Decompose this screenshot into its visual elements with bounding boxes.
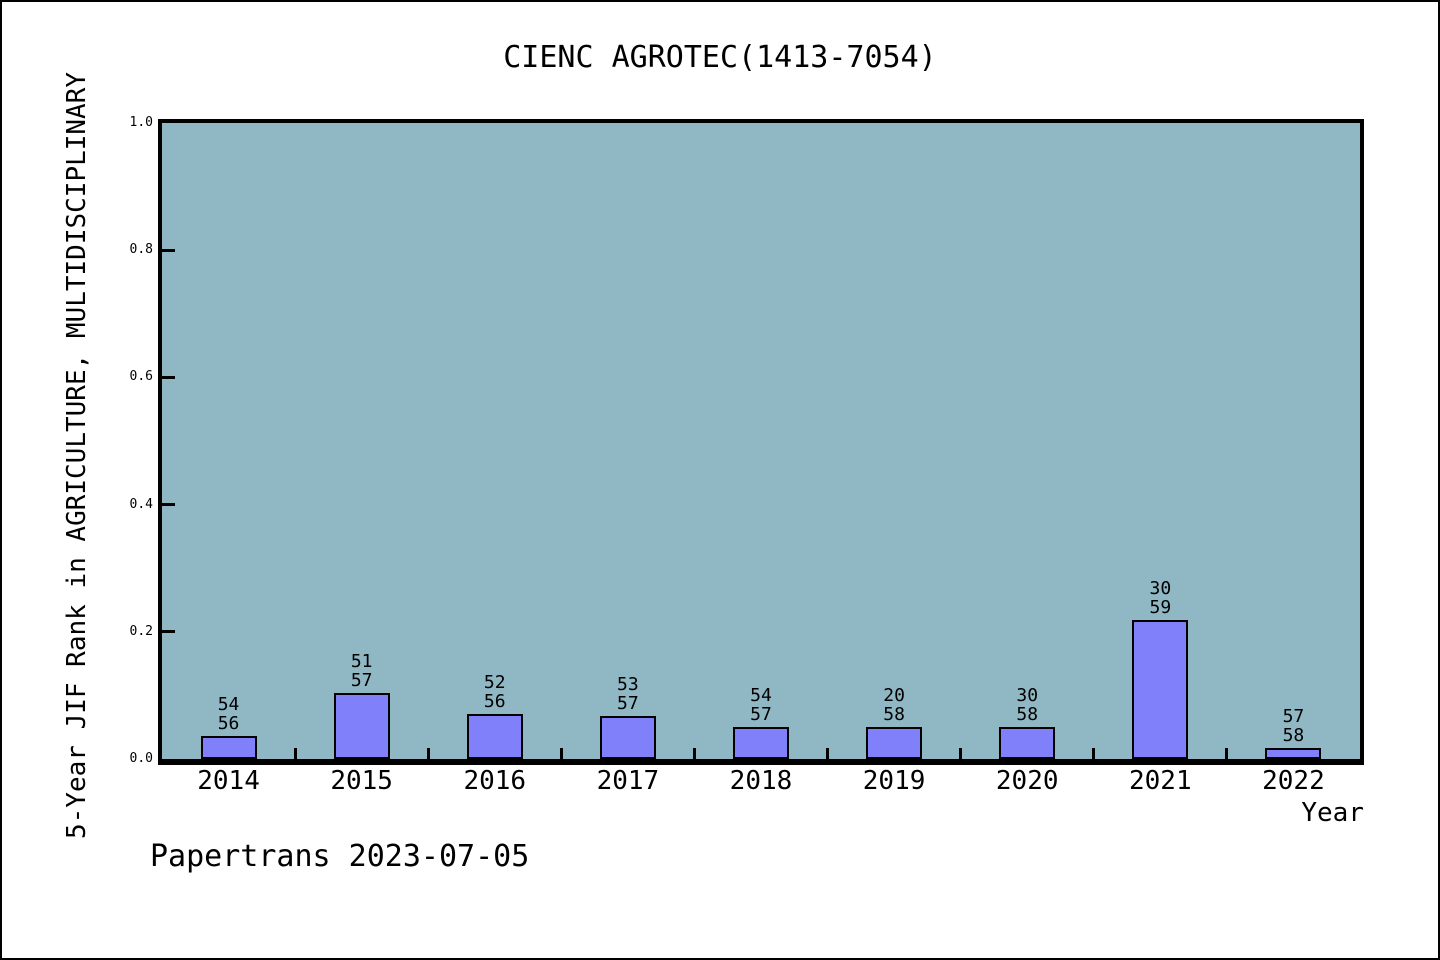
- bar-rank-value: 52: [483, 672, 506, 693]
- bar-total-value: 57: [750, 704, 772, 725]
- bar-2014: [200, 736, 257, 759]
- bar-rank-value: 53: [617, 674, 639, 695]
- bar-rank-value: 30: [1149, 578, 1172, 599]
- bar-total-value: 58: [1016, 704, 1039, 725]
- y-tick-mark: [162, 375, 175, 379]
- x-tick-label-2014: 2014: [197, 766, 260, 796]
- y-tick-label-0.2: 0.2: [129, 623, 153, 639]
- bar-value-label-2018: 54 57: [721, 686, 801, 724]
- x-tick-label-2016: 2016: [463, 766, 527, 796]
- bar-rank-value: 30: [1016, 685, 1039, 706]
- y-tick-label-0.4: 0.4: [129, 496, 153, 512]
- x-minor-tick: [1092, 748, 1096, 759]
- x-axis-title: Year: [1301, 798, 1364, 828]
- bar-2017: [599, 716, 656, 759]
- y-axis-label: 5-Year JIF Rank in AGRICULTURE, MULTIDIS…: [62, 71, 92, 839]
- bar-2021: [1132, 620, 1189, 759]
- bar-value-label-2017: 53 57: [588, 675, 668, 713]
- bar-2022: [1265, 748, 1322, 759]
- bar-2019: [866, 727, 923, 759]
- y-tick-mark: [162, 503, 175, 507]
- bar-2020: [999, 727, 1056, 759]
- x-minor-tick: [426, 748, 430, 759]
- footer-watermark: Papertrans 2023-07-05: [150, 839, 530, 874]
- x-tick-label-2022: 2022: [1262, 766, 1325, 796]
- bar-value-label-2016: 52 56: [455, 673, 535, 711]
- bar-total-value: 56: [483, 691, 506, 712]
- bar-total-value: 56: [217, 713, 240, 734]
- x-minor-tick: [1225, 748, 1229, 759]
- x-tick-label-2017: 2017: [596, 766, 660, 796]
- bar-rank-value: 54: [750, 685, 772, 706]
- bar-rank-value: 20: [883, 685, 905, 706]
- bar-rank-value: 54: [217, 694, 240, 715]
- bar-value-label-2020: 30 58: [987, 686, 1067, 724]
- bar-total-value: 59: [1149, 597, 1172, 618]
- x-minor-tick: [959, 748, 963, 759]
- x-tick-label-2020: 2020: [995, 766, 1059, 796]
- bar-total-value: 57: [350, 670, 373, 691]
- bar-value-label-2022: 57 58: [1253, 707, 1333, 745]
- bar-value-label-2021: 30 59: [1120, 579, 1200, 617]
- y-tick-label-0.8: 0.8: [129, 242, 153, 258]
- bar-value-label-2019: 20 58: [854, 686, 934, 724]
- bar-total-value: 58: [883, 704, 905, 725]
- bar-2015: [333, 693, 390, 759]
- x-minor-tick: [559, 748, 563, 759]
- x-minor-tick: [826, 748, 830, 759]
- bar-rank-value: 51: [350, 651, 373, 672]
- bar-value-label-2014: 54 56: [189, 695, 269, 733]
- x-minor-tick: [692, 748, 696, 759]
- bar-total-value: 57: [617, 693, 639, 714]
- x-tick-label-2015: 2015: [330, 766, 393, 796]
- chart-title: CIENC AGROTEC(1413-7054): [503, 40, 937, 75]
- x-tick-label-2018: 2018: [729, 766, 793, 796]
- y-tick-mark: [162, 248, 175, 252]
- y-tick-label-0.6: 0.6: [129, 369, 153, 385]
- x-minor-tick: [293, 748, 297, 759]
- y-tick-mark: [162, 630, 175, 634]
- bar-rank-value: 57: [1282, 706, 1305, 727]
- bar-total-value: 58: [1282, 725, 1305, 746]
- bar-value-label-2015: 51 57: [322, 652, 402, 690]
- bar-2018: [733, 727, 789, 759]
- x-tick-label-2021: 2021: [1129, 766, 1192, 796]
- bar-2016: [466, 714, 523, 759]
- plot-area: 54 56 51 57 52 56 53 57 54 57 20 58 30 58 30 59 57 58: [158, 119, 1364, 765]
- y-tick-label-0.0: 0.0: [129, 751, 153, 766]
- y-tick-label-1.0: 1.0: [129, 115, 153, 130]
- x-tick-label-2019: 2019: [862, 766, 926, 796]
